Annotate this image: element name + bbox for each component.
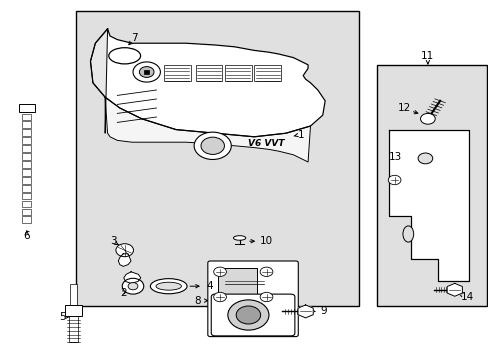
Polygon shape [123, 272, 141, 283]
Circle shape [194, 132, 231, 159]
Circle shape [213, 292, 226, 302]
Polygon shape [297, 305, 313, 318]
Circle shape [417, 153, 432, 164]
Circle shape [116, 244, 133, 257]
Bar [22, 201, 31, 207]
Polygon shape [388, 130, 468, 281]
Bar [22, 129, 31, 136]
FancyBboxPatch shape [207, 261, 298, 337]
Text: 3: 3 [110, 236, 117, 246]
Polygon shape [90, 29, 107, 133]
Bar [22, 216, 31, 223]
Text: 7: 7 [131, 33, 138, 43]
Bar [217, 268, 256, 302]
Bar [224, 65, 251, 81]
Text: 8: 8 [193, 296, 200, 306]
Bar [22, 153, 31, 160]
Polygon shape [90, 29, 325, 137]
Circle shape [122, 278, 143, 294]
Bar [254, 65, 281, 81]
Text: V6 VVT: V6 VVT [248, 139, 284, 148]
Bar [64, 305, 82, 316]
Text: 5: 5 [59, 312, 66, 322]
Circle shape [213, 267, 226, 276]
Circle shape [201, 137, 224, 154]
Bar [195, 65, 222, 81]
Bar [22, 161, 31, 168]
Bar [22, 113, 31, 120]
Text: 11: 11 [420, 51, 434, 61]
Text: 14: 14 [459, 292, 473, 302]
Bar [22, 137, 31, 144]
Bar [376, 65, 486, 306]
Text: 12: 12 [397, 103, 411, 113]
Bar [163, 65, 190, 81]
Polygon shape [446, 283, 462, 296]
Polygon shape [118, 254, 131, 266]
Circle shape [227, 300, 268, 330]
Bar [68, 316, 78, 342]
Bar [144, 70, 149, 74]
Bar [22, 185, 31, 192]
Circle shape [133, 62, 160, 82]
Text: 1: 1 [297, 130, 304, 140]
Text: 6: 6 [23, 231, 30, 241]
Text: 13: 13 [387, 152, 401, 162]
Ellipse shape [156, 282, 181, 290]
Circle shape [420, 113, 434, 124]
Circle shape [128, 283, 138, 290]
FancyBboxPatch shape [211, 294, 294, 336]
Bar [19, 104, 35, 112]
Circle shape [139, 67, 154, 77]
Text: 9: 9 [320, 306, 326, 316]
Circle shape [236, 306, 260, 324]
Ellipse shape [402, 226, 413, 242]
Bar [22, 169, 31, 176]
Ellipse shape [150, 279, 186, 294]
Ellipse shape [108, 48, 141, 64]
Bar [22, 145, 31, 152]
Bar [70, 284, 77, 305]
Bar [22, 208, 31, 215]
Ellipse shape [233, 236, 245, 240]
Text: 10: 10 [260, 236, 272, 246]
Circle shape [260, 267, 272, 276]
Bar [22, 193, 31, 199]
Bar [76, 11, 359, 306]
Polygon shape [105, 97, 310, 162]
Circle shape [387, 175, 400, 185]
Text: 4: 4 [205, 281, 212, 291]
Bar [22, 121, 31, 128]
Circle shape [260, 292, 272, 302]
Text: 2: 2 [120, 288, 126, 298]
Bar [22, 177, 31, 184]
